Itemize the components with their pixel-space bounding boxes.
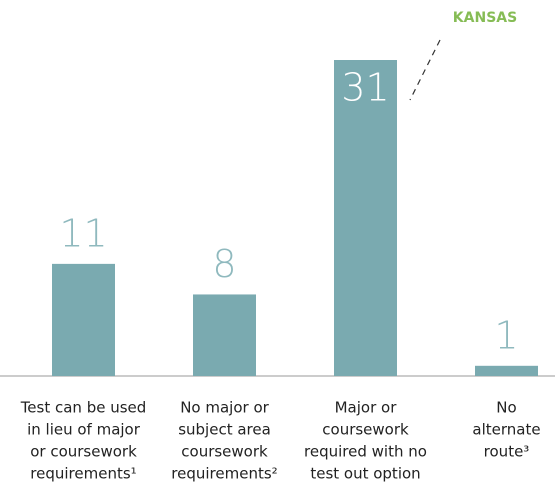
x-tick-label: test out option — [310, 465, 420, 483]
x-tick-label: or coursework — [30, 443, 137, 461]
x-tick-label: No major or — [180, 399, 269, 417]
x-tick-label: requirements² — [171, 465, 277, 483]
x-tick-label: alternate — [472, 421, 540, 439]
x-tick-label: in lieu of major — [27, 421, 141, 439]
bar — [193, 294, 256, 376]
x-tick-label: No — [496, 399, 516, 417]
x-tick-label: Test can be used — [20, 399, 147, 417]
x-tick-label: requirements¹ — [30, 465, 136, 483]
x-tick-label: route³ — [484, 443, 530, 461]
value-label: 11 — [59, 211, 107, 255]
bar — [334, 60, 397, 376]
x-tick-label: coursework — [181, 443, 268, 461]
value-label: 31 — [341, 66, 389, 110]
x-tick-label: coursework — [322, 421, 409, 439]
bar — [52, 263, 115, 376]
x-tick-label: subject area — [178, 421, 271, 439]
annotation: KANSAS — [453, 10, 517, 26]
x-tick-label: Major or — [335, 399, 398, 417]
bar — [475, 365, 538, 376]
annotation-leader — [409, 39, 441, 101]
value-label: 1 — [494, 313, 518, 357]
value-label: 8 — [212, 242, 236, 286]
x-tick-label: required with no — [304, 443, 427, 461]
